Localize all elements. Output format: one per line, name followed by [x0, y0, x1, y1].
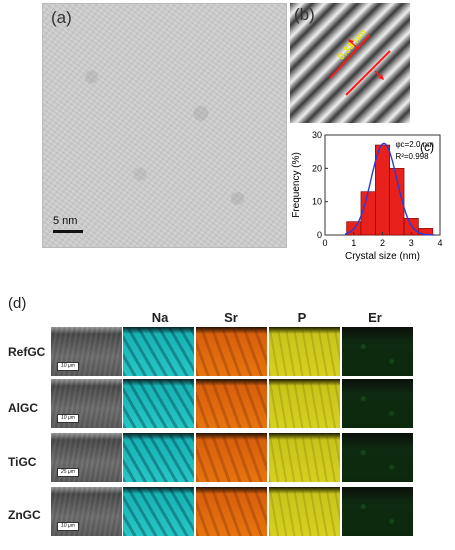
- col-label-sr: Sr: [224, 310, 238, 325]
- x-tick-label: 0: [322, 238, 327, 248]
- panel-b-label: (b): [294, 5, 315, 24]
- sem-image-zngc: 10 μm: [51, 487, 122, 536]
- chart-annotation-r2: R²=0.998: [395, 152, 429, 161]
- lattice-fringe-image: (b) 0.33 nm: [290, 3, 410, 123]
- sem-scalebar-refgc: 10 μm: [57, 362, 79, 371]
- er-map-zngc: [342, 487, 413, 536]
- er-map-algc: [342, 379, 413, 428]
- panel-c-label: (c): [420, 140, 434, 154]
- sem-scalebar-zngc: 10 μm: [57, 522, 79, 531]
- y-tick-label: 0: [317, 230, 322, 240]
- panel-a-label: (a): [51, 8, 72, 27]
- y-axis-label: Frequency (%): [291, 152, 302, 218]
- scale-bar: [53, 230, 83, 233]
- p-map-zngc: [269, 487, 340, 536]
- er-map-tigc: [342, 433, 413, 482]
- x-tick-label: 1: [351, 238, 356, 248]
- er-map-refgc: [342, 327, 413, 376]
- sr-map-tigc: [196, 433, 267, 482]
- col-label-p: P: [297, 310, 307, 325]
- row-label-refgc: RefGC: [8, 345, 46, 359]
- gaussian-fit-line: [344, 142, 435, 236]
- tem-image: (a) 5 nm: [42, 3, 287, 248]
- row-label-zngc: ZnGC: [8, 508, 41, 522]
- y-tick-label: 30: [312, 130, 322, 140]
- na-map-refgc: [123, 327, 194, 376]
- p-map-refgc: [269, 327, 340, 376]
- col-label-na: Na: [151, 310, 169, 325]
- x-tick-label: 2: [380, 238, 385, 248]
- sem-scalebar-algc: 10 μm: [57, 414, 79, 423]
- sr-map-refgc: [196, 327, 267, 376]
- row-label-algc: AlGC: [8, 401, 38, 415]
- chart-annotation-size: φc=2.0 nm: [395, 140, 434, 149]
- sem-image-algc: 10 μm: [51, 379, 122, 428]
- p-map-algc: [269, 379, 340, 428]
- y-tick-label: 20: [312, 163, 322, 173]
- scale-bar-label: 5 nm: [53, 215, 78, 227]
- histogram-bar: [360, 191, 376, 236]
- sem-image-tigc: 25 μm: [51, 433, 122, 482]
- histogram-bar: [375, 144, 390, 236]
- x-axis-label: Crystal size (nm): [345, 251, 420, 262]
- sem-image-refgc: 10 μm: [51, 327, 122, 376]
- panel-d-label: (d): [8, 295, 27, 312]
- row-label-tigc: TiGC: [8, 455, 37, 469]
- col-label-er: Er: [368, 310, 382, 325]
- sr-map-algc: [196, 379, 267, 428]
- histogram-bar: [389, 168, 405, 236]
- na-map-algc: [123, 379, 194, 428]
- x-tick-label: 4: [437, 238, 442, 248]
- x-tick-label: 3: [409, 238, 414, 248]
- size-histogram: 0 1 2 3 4 0 10 20 30 Crystal size (nm) Frequency (…: [291, 130, 443, 262]
- na-map-tigc: [123, 433, 194, 482]
- fringe-overlay: [329, 34, 391, 96]
- sr-map-zngc: [196, 487, 267, 536]
- y-tick-label: 10: [312, 197, 322, 207]
- p-map-tigc: [269, 433, 340, 482]
- na-map-zngc: [123, 487, 194, 536]
- sem-scalebar-tigc: 25 μm: [57, 468, 79, 477]
